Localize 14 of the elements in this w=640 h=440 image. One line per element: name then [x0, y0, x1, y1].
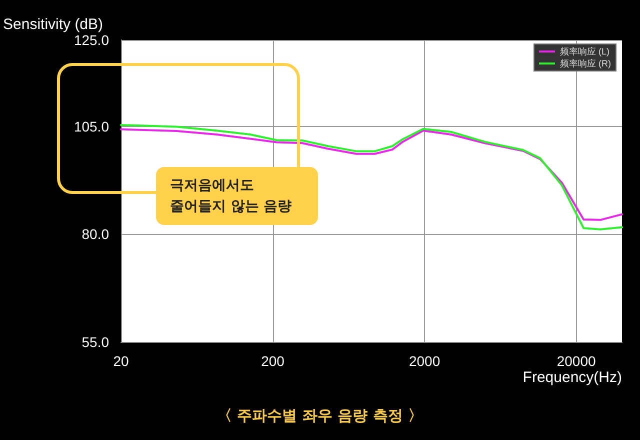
legend-label: 频率响应 (R)	[560, 58, 612, 68]
x-tick-label: 2000	[408, 353, 440, 369]
y-tick-label: 125.0	[74, 32, 110, 48]
y-axis-title: Sensitivity (dB)	[3, 16, 104, 33]
x-tick-label: 20000	[556, 353, 596, 369]
y-tick-label: 55.0	[82, 334, 110, 350]
x-tick-label: 20	[113, 353, 129, 369]
annotation: 극저음에서도 줄어들지 않는 음량	[170, 178, 292, 214]
y-tick-label: 80.0	[82, 226, 110, 242]
x-tick-label: 200	[261, 353, 285, 369]
legend-label: 频率响应 (L)	[560, 46, 610, 56]
y-tick-label: 105.0	[74, 118, 110, 134]
x-axis-title: Frequency(Hz)	[522, 369, 622, 386]
text: 〈 주파수별 좌우 음량 측정 〉	[216, 406, 424, 424]
